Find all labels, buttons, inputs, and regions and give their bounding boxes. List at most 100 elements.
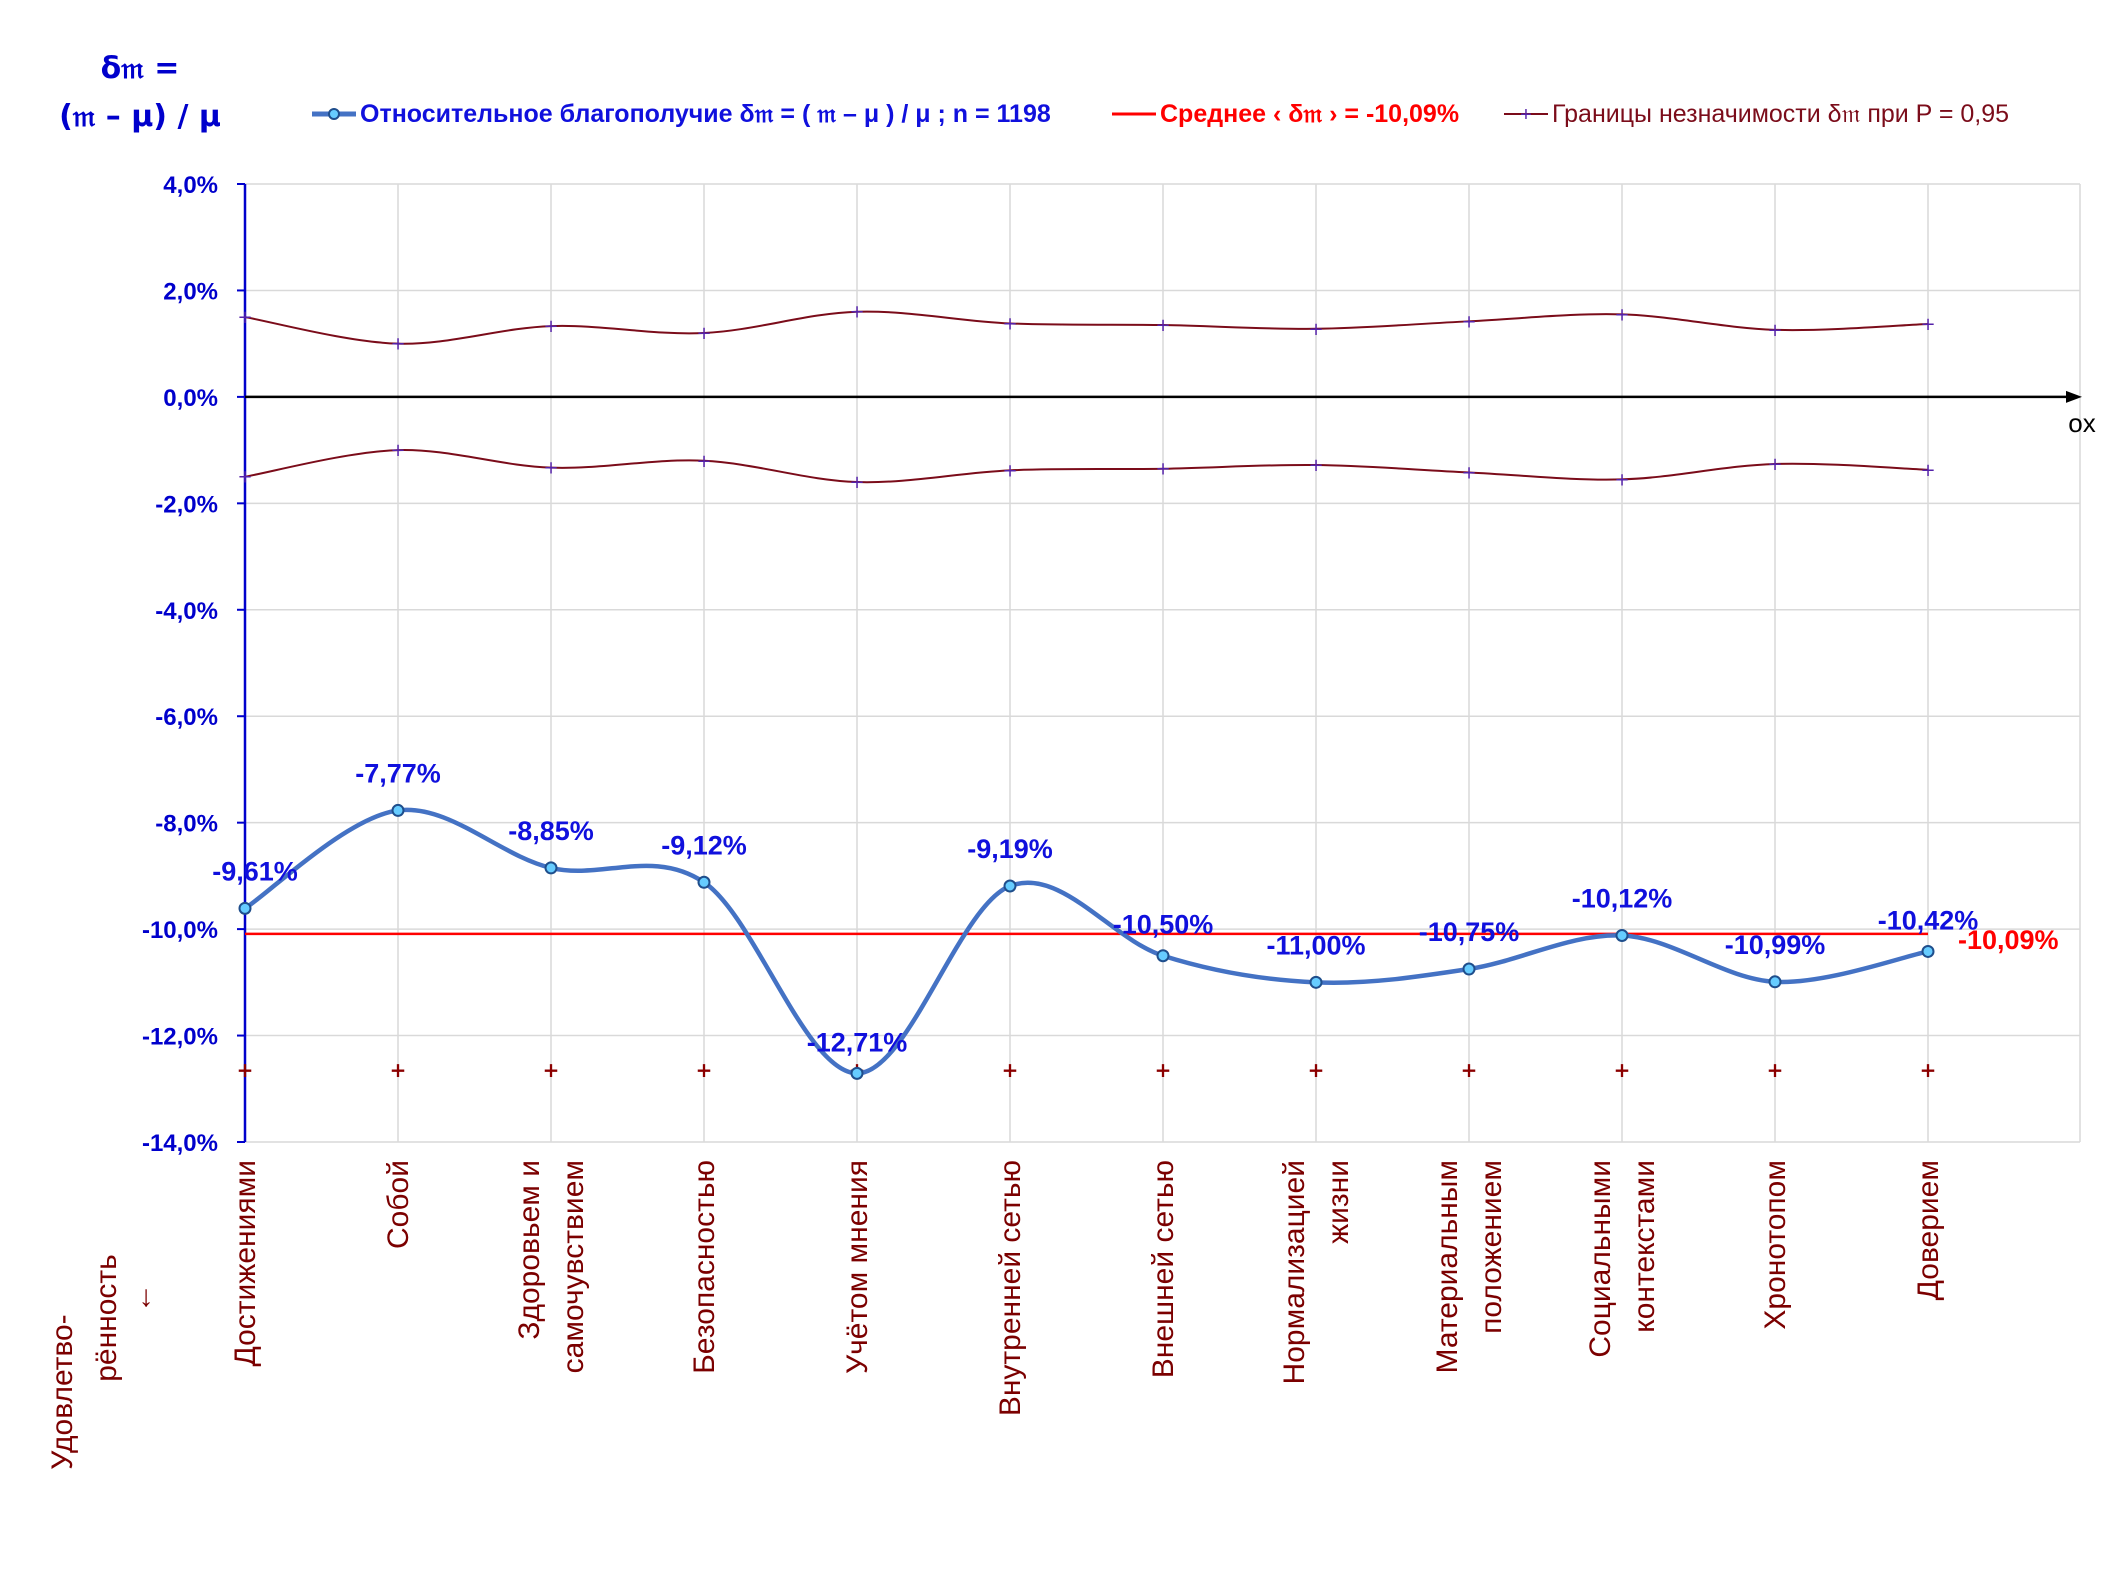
y-axis-title-line1: δ𝔪 = [101, 51, 180, 86]
category-label: Внутренней сетью [994, 1160, 1027, 1416]
main-series-line [243, 807, 1929, 1076]
x-axis-title-line1: Удовлетво- [46, 1314, 79, 1469]
data-label: -10,42% [1878, 905, 1979, 935]
y-tick-label: -10,0% [142, 917, 218, 944]
bound-marker-upper: + [1308, 319, 1323, 340]
data-label: -12,71% [807, 1027, 908, 1057]
bound-line-upper [244, 310, 1929, 345]
data-point [391, 803, 405, 817]
y-tick-labels: 4,0% 2,0% 0,0% -2,0% -4,0% -6,0% -8,0% -10,0% -1… [142, 172, 218, 1157]
axes [243, 184, 2082, 1142]
bound-marker-lower: + [696, 451, 711, 472]
bound-marker-upper: + [237, 307, 252, 328]
bound-marker-lower: + [849, 472, 864, 493]
bound-marker-upper: + [1767, 320, 1782, 341]
y-tick-label: -8,0% [155, 811, 218, 838]
data-label: -10,99% [1725, 930, 1826, 960]
bottom-row-marker: + [1461, 1058, 1478, 1082]
data-point [1309, 975, 1323, 989]
bottom-row-marker: + [1767, 1058, 1784, 1082]
data-label: -7,77% [355, 758, 441, 788]
category-label: Материальным [1431, 1160, 1464, 1373]
bound-marker-upper: + [849, 302, 864, 323]
category-label: Достижениями [229, 1160, 262, 1367]
data-point [850, 1066, 864, 1080]
category-label: самочувствием [557, 1160, 590, 1373]
bound-marker-lower: + [543, 458, 558, 479]
category-label: Собой [382, 1160, 415, 1249]
legend-bounds-label: Границы незначимости δ𝔪 при P = 0,95 [1552, 100, 2009, 128]
category-label: Здоровьем и [513, 1160, 546, 1340]
bottom-row-marker: + [543, 1058, 560, 1082]
category-label: Нормализацией [1278, 1160, 1311, 1384]
legend-mean-label: Среднее ‹ δ𝔪 › = -10,09% [1160, 100, 1459, 128]
data-label: -10,75% [1419, 917, 1520, 947]
data-point [1462, 962, 1476, 976]
bottom-row-marker: + [696, 1058, 713, 1082]
category-label: жизни [1322, 1160, 1355, 1244]
data-point [1615, 928, 1629, 942]
bottom-row-marker: + [237, 1058, 254, 1082]
bound-marker-upper: + [696, 323, 711, 344]
bound-marker-upper: + [543, 316, 558, 337]
y-tick-label: -14,0% [142, 1130, 218, 1157]
bound-marker-upper: + [1461, 311, 1476, 332]
category-label: Безопасностью [688, 1160, 721, 1374]
category-label: Доверием [1912, 1160, 1945, 1300]
category-labels: Достижениями Собой Здоровьем и самочувствие… [229, 1160, 1945, 1416]
bound-marker-lower: + [1002, 460, 1017, 481]
bound-marker-lower: + [390, 440, 405, 461]
insignificance-bounds: ++++++++++++++++++++++++++++++++++++ [237, 302, 1937, 1082]
data-point [544, 861, 558, 875]
bound-marker-lower: + [237, 467, 252, 488]
bound-marker-lower: + [1767, 454, 1782, 475]
bottom-row-marker: + [1308, 1058, 1325, 1082]
data-label: -9,19% [967, 834, 1053, 864]
y-tick-label: -4,0% [155, 598, 218, 625]
bottom-row-marker: + [1002, 1058, 1019, 1082]
y-axis-title-line2: (𝔪 – μ) / μ [59, 99, 221, 134]
x-axis-title-arrow: ↓ [139, 1280, 154, 1313]
y-tick-label: 0,0% [163, 385, 218, 412]
x-axis-arrowhead [2066, 390, 2082, 403]
bound-marker-upper: + [1155, 315, 1170, 336]
x-axis-title: Удовлетво- рённость ↓ [46, 1254, 154, 1469]
bottom-row-marker: + [390, 1058, 407, 1082]
bottom-row-marker: + [1155, 1058, 1172, 1082]
bound-marker-lower: + [1614, 469, 1629, 490]
grid-lines [237, 183, 2081, 1143]
y-tick-label: -2,0% [155, 491, 218, 518]
bottom-row-marker: + [1920, 1058, 1937, 1082]
data-point [1156, 949, 1170, 963]
legend-item-mean: Среднее ‹ δ𝔪 › = -10,09% [1112, 100, 1459, 128]
legend: Относительное благополучие δ𝔪 = ( 𝔪 – μ … [312, 100, 2009, 128]
data-label: -10,50% [1113, 910, 1214, 940]
y-tick-label: 2,0% [163, 278, 218, 305]
bottom-row-marker: + [1614, 1058, 1631, 1082]
data-point [1768, 975, 1782, 989]
bound-marker-upper: + [1002, 313, 1017, 334]
data-point [1921, 944, 1935, 958]
legend-item-bounds: + Границы незначимости δ𝔪 при P = 0,95 [1504, 100, 2009, 128]
category-label: Учётом мнения [841, 1160, 874, 1374]
category-label: Социальными [1584, 1160, 1617, 1358]
data-labels: -9,61% -7,77% -8,85% -9,12% -12,71% -9,19% -10… [212, 758, 1978, 1057]
category-label: Хронотопом [1759, 1160, 1792, 1330]
bound-marker-lower: + [1155, 459, 1170, 480]
x-axis-end-label: ox [2068, 408, 2095, 438]
data-point [697, 875, 711, 889]
x-axis-title-line2: рённость [90, 1254, 123, 1382]
legend-main-label: Относительное благополучие δ𝔪 = ( 𝔪 – μ … [360, 100, 1051, 128]
data-point [238, 901, 252, 915]
legend-main-marker [328, 108, 340, 120]
category-label: положением [1475, 1160, 1508, 1334]
bound-marker-lower: + [1920, 460, 1935, 481]
bound-marker-upper: + [1920, 314, 1935, 335]
data-label: -10,12% [1572, 883, 1673, 913]
data-label: -8,85% [508, 816, 594, 846]
legend-bounds-marker: + [1520, 104, 1532, 126]
bound-marker-lower: + [1308, 455, 1323, 476]
category-label: контекстами [1628, 1160, 1661, 1333]
data-label: -11,00% [1266, 930, 1365, 960]
